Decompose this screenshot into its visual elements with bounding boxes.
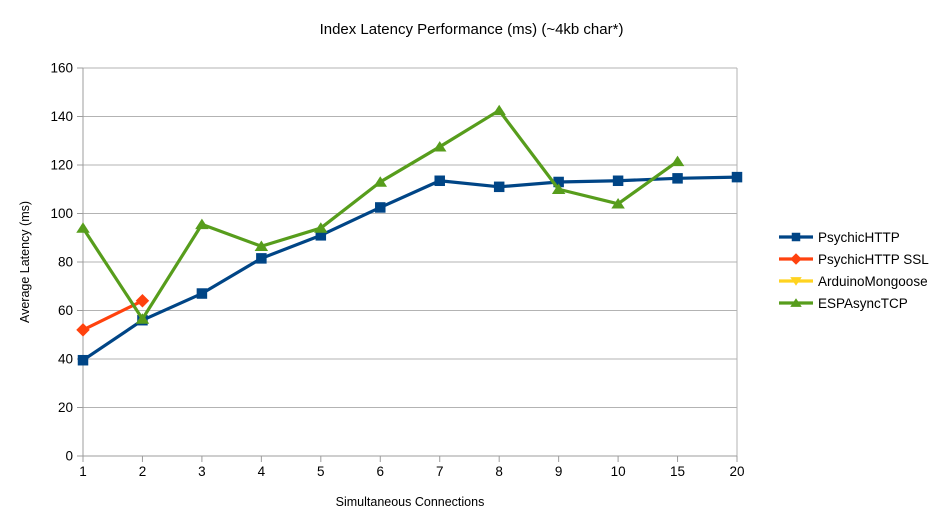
x-tick-label: 15 (670, 464, 685, 479)
gridlines (83, 67, 738, 456)
data-point-marker (553, 176, 564, 188)
x-tick-label: 2 (139, 464, 147, 479)
legend-marker-icon (790, 253, 802, 265)
data-point-marker (731, 171, 743, 183)
legend-marker-icon (790, 277, 802, 286)
data-point-marker (493, 181, 505, 193)
data-point-marker (315, 230, 327, 241)
x-tick-label: 10 (611, 464, 626, 479)
x-tick-label: 20 (729, 464, 744, 479)
data-point-marker (551, 183, 566, 194)
y-tick-label: 40 (58, 352, 73, 367)
series-line (82, 175, 738, 362)
data-point-marker (612, 175, 624, 187)
y-tick-label: 80 (58, 255, 73, 270)
series-line (81, 108, 679, 321)
data-point-marker (76, 323, 90, 337)
data-point-marker (432, 141, 447, 152)
legend-label: PsychicHTTP (818, 229, 900, 245)
legend-label: ArduinoMongoose (818, 273, 928, 289)
data-point-marker (254, 240, 269, 251)
series-psychichttp (77, 171, 743, 366)
data-point-marker (670, 155, 685, 167)
x-tick-label: 3 (198, 464, 206, 479)
data-point-marker (256, 253, 267, 264)
legend-item: PsychicHTTP (779, 226, 929, 248)
data-point-marker (672, 173, 683, 184)
y-tick-label: 120 (50, 158, 73, 173)
data-point-marker (492, 104, 506, 116)
legend-swatch-icon (779, 277, 813, 286)
x-tick-label: 9 (555, 464, 563, 479)
series-espasynctcp (76, 104, 685, 324)
legend-item: ArduinoMongoose (779, 270, 929, 292)
x-tick-label: 4 (258, 464, 266, 479)
x-tick-label: 6 (377, 464, 385, 479)
data-point-marker (373, 176, 388, 187)
x-tick-label: 1 (79, 464, 87, 479)
axes: 0 20 40 60 80 100 120 140 160 1 2 3 4 5 6 7 8 9 10 15 20 (50, 61, 744, 480)
x-tick-label: 8 (495, 464, 503, 479)
data-point-marker (195, 218, 209, 230)
legend-swatch-icon (779, 298, 813, 307)
data-point-marker (196, 288, 208, 299)
chart-title: Index Latency Performance (ms) (~4kb cha… (319, 21, 624, 38)
data-point-marker (314, 222, 328, 233)
data-point-marker (76, 222, 90, 233)
legend-marker-icon (790, 298, 802, 307)
legend-marker-icon (791, 232, 801, 242)
y-tick-label: 160 (50, 61, 73, 76)
data-point-marker (611, 198, 625, 209)
data-point-marker (434, 175, 445, 187)
data-point-marker (77, 354, 89, 366)
data-point-marker (135, 294, 150, 308)
x-tick-label: 5 (317, 464, 325, 479)
y-tick-label: 20 (58, 400, 73, 415)
legend-swatch-icon (779, 232, 813, 242)
legend-item: ESPAsyncTCP (779, 292, 929, 314)
legend: PsychicHTTP PsychicHTTP SSL ArduinoMongoos… (779, 226, 929, 314)
legend-label: PsychicHTTP SSL (818, 251, 929, 267)
data-point-marker (135, 313, 150, 324)
y-tick-label: 0 (65, 449, 73, 464)
legend-item: PsychicHTTP SSL (779, 248, 929, 270)
x-tick-label: 7 (436, 464, 444, 479)
x-axis-title: Simultaneous Connections (335, 495, 485, 509)
y-tick-label: 140 (50, 109, 73, 124)
legend-swatch-icon (779, 253, 813, 265)
data-point-marker (375, 202, 386, 213)
y-tick-label: 60 (58, 303, 73, 318)
legend-label: ESPAsyncTCP (818, 295, 908, 311)
y-tick-label: 100 (50, 206, 73, 221)
